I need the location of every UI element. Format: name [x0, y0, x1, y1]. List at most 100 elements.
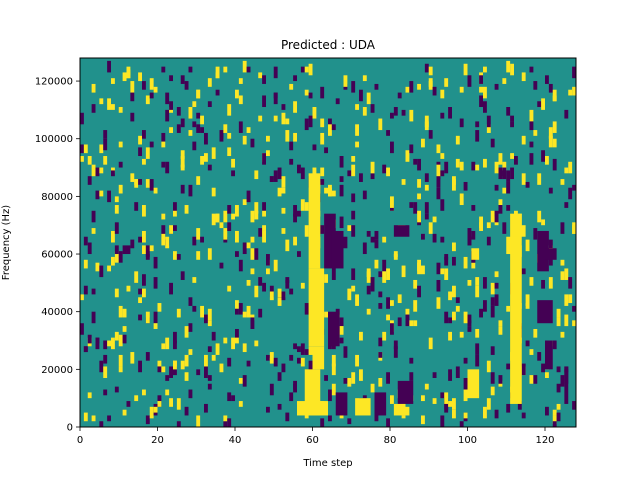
heatmap-cell — [533, 228, 538, 240]
heatmap-cell — [273, 357, 278, 367]
heatmap-cell — [266, 254, 270, 266]
heatmap-cell — [277, 372, 282, 381]
heatmap-cell — [266, 135, 270, 142]
heatmap-cell — [103, 340, 108, 350]
heatmap-cell — [564, 202, 569, 208]
heatmap-cell — [235, 230, 239, 243]
heatmap-cell — [118, 354, 123, 367]
heatmap-cell — [521, 135, 526, 145]
heatmap-cell — [176, 308, 181, 318]
heatmap-cell — [281, 112, 286, 125]
heatmap-cell — [572, 320, 576, 327]
heatmap-cell — [529, 277, 534, 286]
heatmap-cell — [475, 121, 480, 128]
heatmap-cell — [211, 354, 216, 361]
heatmap-region — [328, 311, 340, 347]
chart-title: Predicted : UDA — [281, 38, 376, 52]
heatmap-cell — [506, 181, 511, 194]
heatmap-cell — [157, 360, 162, 367]
heatmap-cell — [440, 153, 445, 159]
heatmap-cell — [448, 291, 452, 301]
heatmap-cell — [541, 150, 545, 162]
heatmap-cell — [165, 337, 170, 350]
heatmap-cell — [246, 127, 251, 133]
heatmap-cell — [114, 331, 119, 341]
heatmap-cell — [486, 222, 491, 229]
heatmap-cell — [548, 127, 553, 139]
heatmap-cell — [393, 254, 398, 260]
heatmap-cell — [362, 75, 367, 82]
heatmap-cell — [378, 291, 383, 298]
heatmap-cell — [370, 277, 375, 286]
heatmap-cell — [374, 259, 379, 269]
heatmap-cell — [498, 170, 503, 180]
heatmap-cell — [545, 75, 549, 84]
heatmap-cell — [138, 314, 142, 321]
heatmap-cell — [432, 398, 437, 404]
heatmap-cell — [475, 285, 480, 298]
heatmap-cell — [188, 107, 193, 119]
heatmap-cell — [99, 144, 104, 154]
heatmap-cell — [95, 167, 100, 177]
heatmap-cell — [428, 78, 433, 87]
heatmap-cell — [262, 202, 266, 211]
heatmap-cell — [103, 130, 108, 139]
heatmap-cell — [525, 340, 530, 347]
heatmap-region — [393, 403, 406, 416]
heatmap-cell — [242, 135, 247, 145]
heatmap-cell — [219, 222, 224, 229]
heatmap-cell — [463, 357, 468, 364]
heatmap-cell — [223, 337, 228, 344]
heatmap-cell — [444, 268, 449, 280]
heatmap-region — [545, 340, 553, 370]
heatmap-cell — [254, 202, 259, 214]
heatmap-cell — [506, 403, 511, 413]
heatmap-cell — [169, 366, 173, 378]
heatmap-cell — [114, 222, 119, 234]
heatmap-cell — [304, 303, 309, 315]
heatmap-cell — [114, 386, 119, 393]
heatmap-cell — [568, 277, 573, 289]
heatmap-cell — [401, 109, 406, 116]
heatmap-cell — [417, 83, 421, 90]
heatmap-cell — [490, 386, 495, 396]
heatmap-cell — [386, 130, 390, 136]
heatmap-cell — [525, 239, 530, 252]
heatmap-cell — [169, 127, 173, 133]
heatmap-cell — [494, 409, 499, 419]
heatmap-region — [324, 213, 336, 269]
heatmap-cell — [91, 228, 96, 234]
heatmap-region — [308, 268, 325, 347]
heatmap-cell — [285, 279, 290, 289]
heatmap-cell — [424, 173, 429, 182]
heatmap-cell — [118, 366, 123, 373]
heatmap-cell — [428, 130, 433, 139]
heatmap-cell — [479, 75, 483, 84]
heatmap-cell — [537, 352, 542, 361]
heatmap-cell — [207, 346, 212, 353]
heatmap-cell — [192, 277, 197, 283]
heatmap-cell — [215, 89, 220, 96]
heatmap-cell — [545, 156, 549, 165]
heatmap-region — [308, 173, 321, 269]
heatmap-cell — [173, 369, 177, 376]
heatmap-cell — [479, 216, 483, 229]
heatmap-cell — [204, 132, 208, 145]
heatmap-cell — [118, 141, 123, 148]
heatmap-cell — [405, 406, 410, 416]
heatmap-cell — [448, 331, 452, 341]
heatmap-cell — [142, 389, 146, 396]
heatmap-cell — [149, 245, 154, 252]
heatmap-cell — [211, 147, 216, 159]
heatmap-cell — [80, 144, 84, 154]
heatmap-cell — [405, 86, 410, 93]
heatmap-cell — [525, 181, 530, 188]
heatmap-cell — [91, 164, 96, 177]
heatmap-cell — [475, 343, 480, 355]
heatmap-cell — [448, 369, 452, 381]
heatmap-cell — [393, 107, 398, 116]
heatmap-cell — [111, 170, 115, 177]
heatmap-cell — [242, 375, 247, 387]
heatmap-cell — [556, 366, 561, 373]
heatmap-cell — [494, 282, 499, 289]
